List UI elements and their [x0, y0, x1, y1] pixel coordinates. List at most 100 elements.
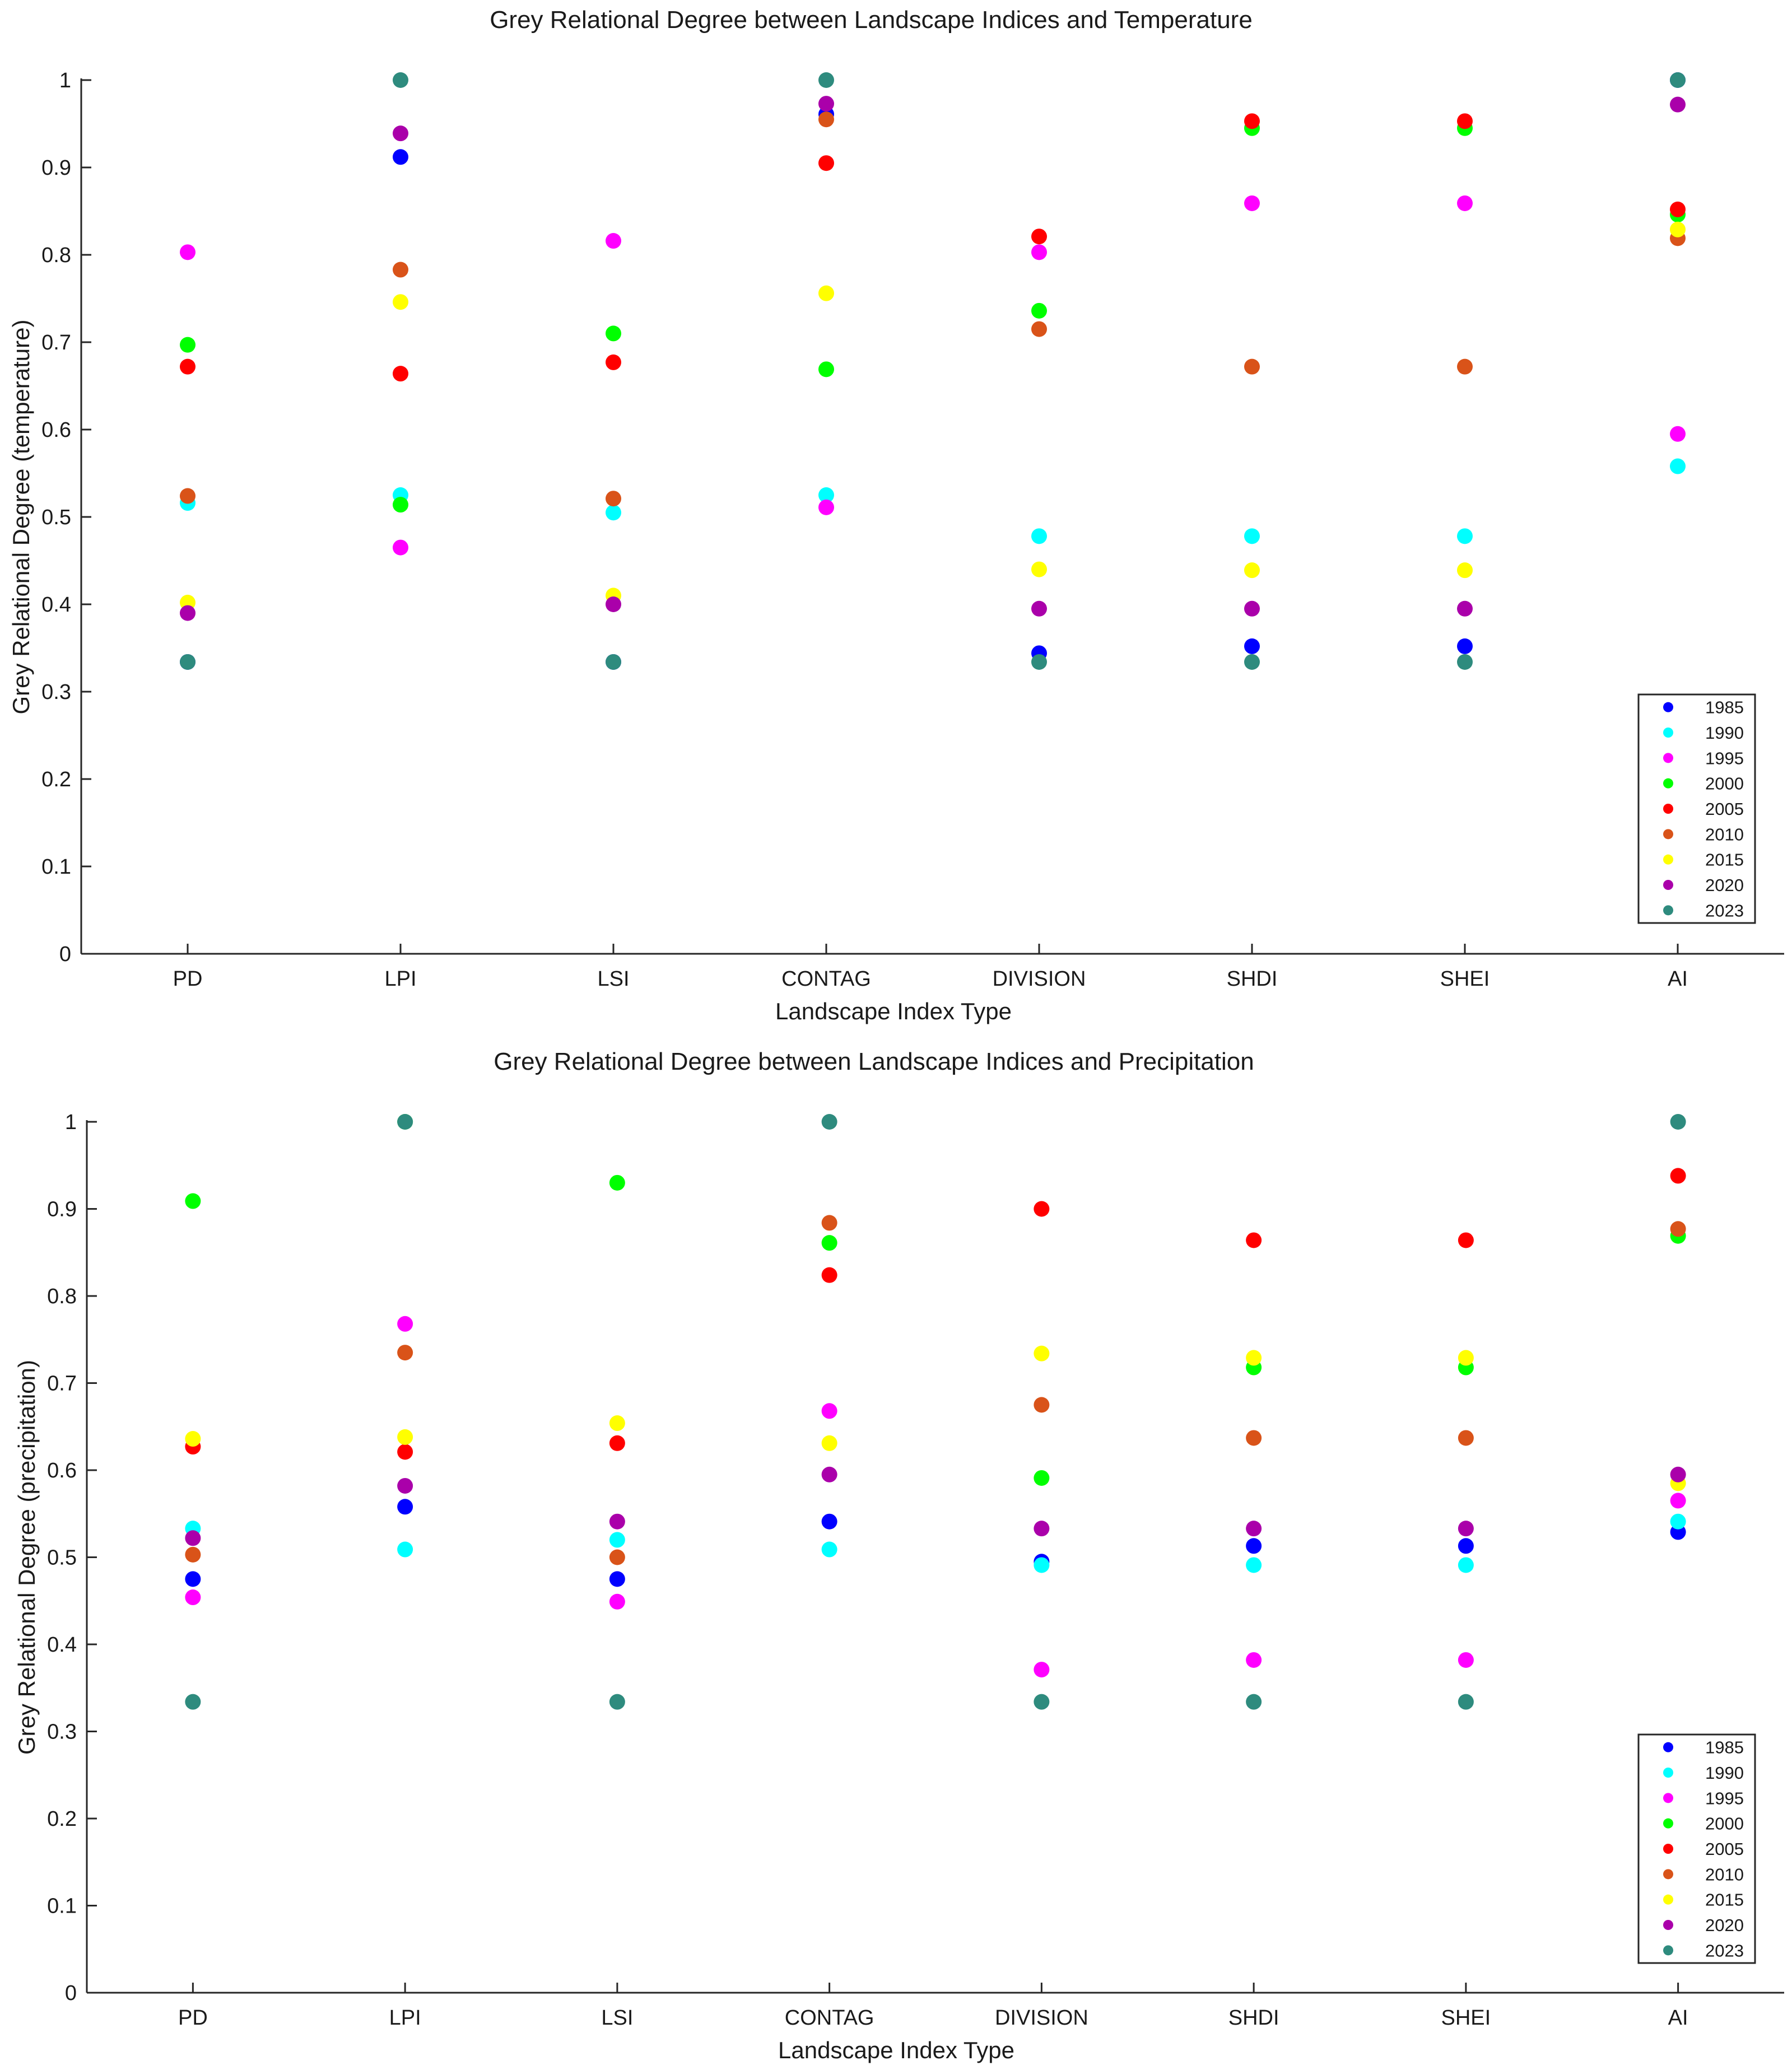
y-tick-label: 0.8	[41, 244, 71, 267]
chart-2: Grey Relational Degree between Landscape…	[13, 1048, 1784, 2063]
data-point-2023-LPI	[393, 72, 408, 88]
legend-marker-2005	[1663, 804, 1673, 814]
x-tick-label: LPI	[384, 967, 416, 991]
legend-marker-2010	[1663, 1869, 1673, 1880]
legend-marker-2010	[1663, 829, 1673, 840]
legend-label-2005: 2005	[1705, 799, 1744, 819]
data-point-2015-PD	[185, 1431, 201, 1447]
data-point-2005-LSI	[606, 354, 621, 370]
data-point-2015-SHEI	[1457, 562, 1473, 579]
data-point-2005-AI	[1670, 1168, 1686, 1184]
legend-label-2023: 2023	[1705, 1941, 1744, 1960]
data-point-2015-DIVISION	[1034, 1345, 1050, 1362]
y-tick-label: 0.3	[47, 1721, 77, 1744]
legend-label-1985: 1985	[1705, 698, 1744, 717]
data-point-1995-SHEI	[1457, 195, 1473, 211]
legend-label-2023: 2023	[1705, 901, 1744, 920]
data-point-2023-LSI	[609, 1694, 625, 1710]
data-point-2020-DIVISION	[1034, 1521, 1050, 1537]
data-point-1990-LSI	[606, 505, 621, 521]
legend-marker-2020	[1663, 880, 1673, 890]
legend-marker-2015	[1663, 854, 1673, 865]
data-point-2010-SHDI	[1244, 358, 1260, 375]
data-point-1995-PD	[185, 1589, 201, 1606]
legend-marker-2000	[1663, 1818, 1673, 1829]
data-point-2020-SHEI	[1458, 1521, 1474, 1537]
data-point-2005-PD	[180, 358, 196, 375]
data-point-1995-SHDI	[1244, 195, 1260, 211]
legend-marker-1985	[1663, 702, 1673, 712]
y-tick-label: 0.9	[47, 1198, 77, 1222]
data-point-1985-LPI	[397, 1499, 413, 1515]
series-1995	[180, 195, 1686, 556]
data-point-1985-CONTAG	[821, 1513, 837, 1530]
data-point-2020-PD	[185, 1530, 201, 1546]
data-point-1995-PD	[180, 244, 196, 260]
legend-marker-2000	[1663, 778, 1673, 789]
legend: 1985 1990 1995 2000 2005 2010 2015 2020 2023	[1637, 693, 1756, 924]
data-point-1995-SHDI	[1246, 1652, 1262, 1668]
data-point-2020-SHEI	[1457, 600, 1473, 617]
data-point-2015-SHEI	[1458, 1350, 1474, 1366]
data-point-2005-SHDI	[1246, 1232, 1262, 1248]
data-point-2023-PD	[185, 1694, 201, 1710]
data-point-2020-LSI	[606, 596, 621, 612]
data-point-2010-SHEI	[1458, 1430, 1474, 1446]
data-point-2023-PD	[180, 654, 196, 670]
x-tick-label: CONTAG	[785, 2006, 874, 2030]
data-point-2023-DIVISION	[1034, 1694, 1050, 1710]
x-tick-label: DIVISION	[993, 967, 1086, 991]
y-tick-label: 1	[65, 1111, 77, 1134]
data-point-2020-LSI	[609, 1513, 625, 1530]
data-point-1995-CONTAG	[818, 499, 834, 515]
data-point-2020-SHDI	[1244, 600, 1260, 617]
y-tick-label: 0.8	[47, 1285, 77, 1308]
series-2010	[180, 111, 1686, 507]
data-point-2005-DIVISION	[1031, 229, 1047, 245]
legend-marker-2023	[1663, 1945, 1673, 1956]
data-point-2015-DIVISION	[1031, 561, 1047, 577]
legend-label-1995: 1995	[1705, 1788, 1744, 1808]
y-tick-label: 0.4	[41, 593, 71, 617]
legend: 1985 1990 1995 2000 2005 2010 2015 2020 2023	[1637, 1733, 1756, 1964]
y-tick-label: 0.2	[41, 768, 71, 791]
data-point-2010-AI	[1670, 1221, 1686, 1237]
data-point-1995-DIVISION	[1034, 1662, 1050, 1678]
data-point-2020-LPI	[393, 125, 408, 142]
data-point-2023-CONTAG	[821, 1114, 837, 1130]
data-point-1995-DIVISION	[1031, 244, 1047, 260]
data-point-2020-AI	[1670, 96, 1686, 113]
data-point-1985-LPI	[393, 149, 408, 165]
data-point-1990-SHEI	[1457, 528, 1473, 544]
legend-label-2000: 2000	[1705, 1814, 1744, 1834]
data-point-2010-CONTAG	[821, 1215, 837, 1231]
x-tick-label: DIVISION	[995, 2006, 1088, 2030]
legend-label-1985: 1985	[1705, 1738, 1744, 1757]
series-2015	[180, 221, 1686, 610]
data-point-2010-PD	[185, 1546, 201, 1563]
data-point-1985-SHEI	[1458, 1538, 1474, 1554]
legend-label-2015: 2015	[1705, 850, 1744, 870]
data-point-1985-SHDI	[1246, 1538, 1262, 1554]
legend-label-2020: 2020	[1705, 1915, 1744, 1935]
data-point-2005-LSI	[609, 1435, 625, 1451]
data-point-2000-CONTAG	[818, 361, 834, 377]
series-2020	[185, 1466, 1686, 1546]
legend-marker-1990	[1663, 1768, 1673, 1778]
series-2023	[180, 72, 1686, 670]
data-point-2000-DIVISION	[1031, 302, 1047, 319]
data-point-1985-SHEI	[1457, 638, 1473, 654]
data-point-2020-DIVISION	[1031, 600, 1047, 617]
data-point-2015-LSI	[609, 1415, 625, 1432]
data-point-2005-SHEI	[1458, 1232, 1474, 1248]
x-tick-label: LSI	[597, 967, 629, 991]
legend-label-1990: 1990	[1705, 723, 1744, 743]
legend-label-2010: 2010	[1705, 824, 1744, 844]
data-point-2015-AI	[1670, 221, 1686, 237]
legend-box	[1637, 693, 1756, 924]
y-tick-label: 0.3	[41, 680, 71, 704]
data-point-1990-DIVISION	[1034, 1557, 1050, 1573]
data-point-2015-LPI	[393, 294, 408, 310]
series-2000	[185, 1114, 1686, 1486]
